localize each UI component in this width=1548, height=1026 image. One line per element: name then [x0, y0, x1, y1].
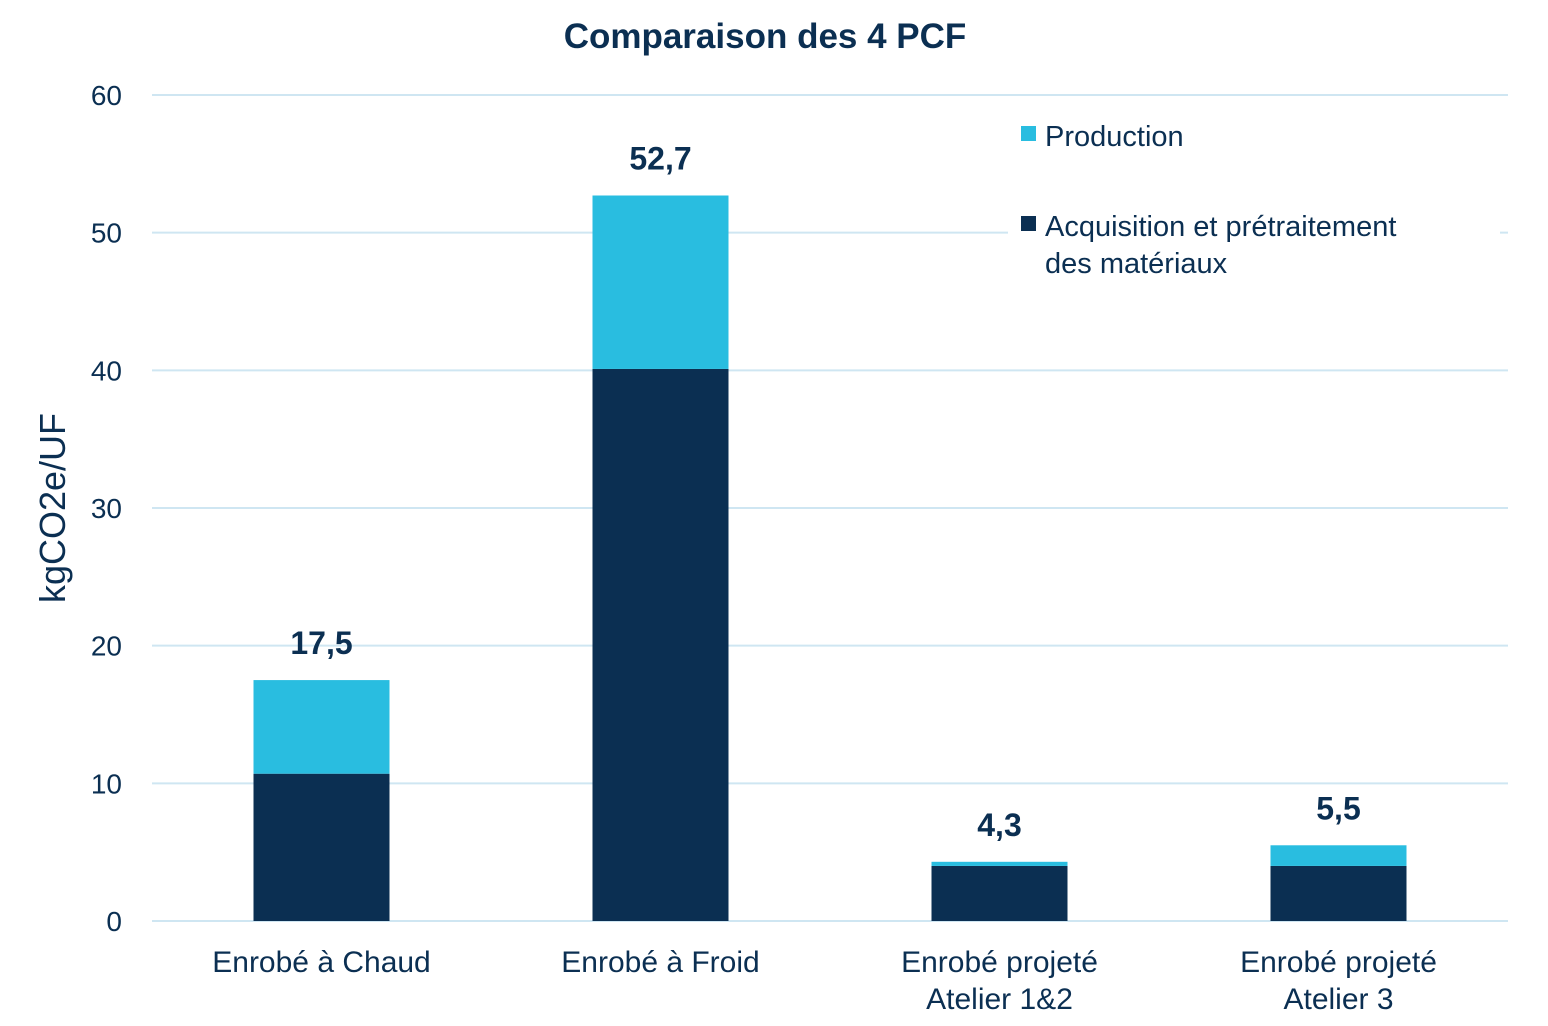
- bar-segment: [1270, 865, 1407, 921]
- x-category-label: Enrobé à Froid: [561, 946, 759, 979]
- bar-segment: [931, 865, 1068, 921]
- y-tick-label: 20: [91, 631, 122, 662]
- y-tick-label: 60: [91, 80, 122, 111]
- y-axis-label: kgCO2e/UF: [32, 413, 73, 603]
- legend: Production Acquisition et prétraitement de…: [1008, 121, 1500, 290]
- bar-total-label: 17,5: [290, 625, 352, 661]
- x-category-label: Enrobé projeté: [901, 946, 1098, 979]
- legend-swatch: [1021, 216, 1036, 231]
- chart-title: Comparaison des 4 PCF: [564, 17, 967, 56]
- legend-background: [1008, 220, 1500, 290]
- bar-total-label: 4,3: [977, 807, 1021, 843]
- y-tick-label: 0: [106, 906, 122, 937]
- bar-segment: [592, 195, 729, 369]
- legend-swatch: [1021, 126, 1036, 141]
- bar-total-label: 52,7: [629, 140, 691, 176]
- bar-segment: [253, 773, 390, 921]
- bar-segment: [931, 861, 1068, 866]
- bars: [253, 195, 1407, 921]
- x-category-label: Atelier 1&2: [926, 983, 1073, 1016]
- bar-segment: [592, 368, 729, 921]
- x-category-label: Atelier 3: [1283, 983, 1393, 1016]
- legend-label: Production: [1045, 121, 1184, 153]
- total-labels: 17,5 52,7 4,3 5,5: [290, 140, 1360, 842]
- y-tick-label: 50: [91, 218, 122, 249]
- legend-label: des matériaux: [1045, 248, 1228, 280]
- x-category-label: Enrobé à Chaud: [212, 946, 431, 979]
- bar-total-label: 5,5: [1316, 790, 1360, 826]
- y-tick-label: 40: [91, 355, 122, 386]
- y-tick-label: 10: [91, 768, 122, 799]
- y-axis-ticks: 0 10 20 30 40 50 60: [91, 80, 122, 937]
- x-axis-categories: Enrobé à Chaud Enrobé à Froid Enrobé proje…: [212, 946, 1437, 1016]
- legend-label: Acquisition et prétraitement: [1045, 211, 1396, 243]
- bar-segment: [1270, 845, 1407, 866]
- y-tick-label: 30: [91, 493, 122, 524]
- bar-segment: [253, 680, 390, 774]
- x-category-label: Enrobé projeté: [1240, 946, 1437, 979]
